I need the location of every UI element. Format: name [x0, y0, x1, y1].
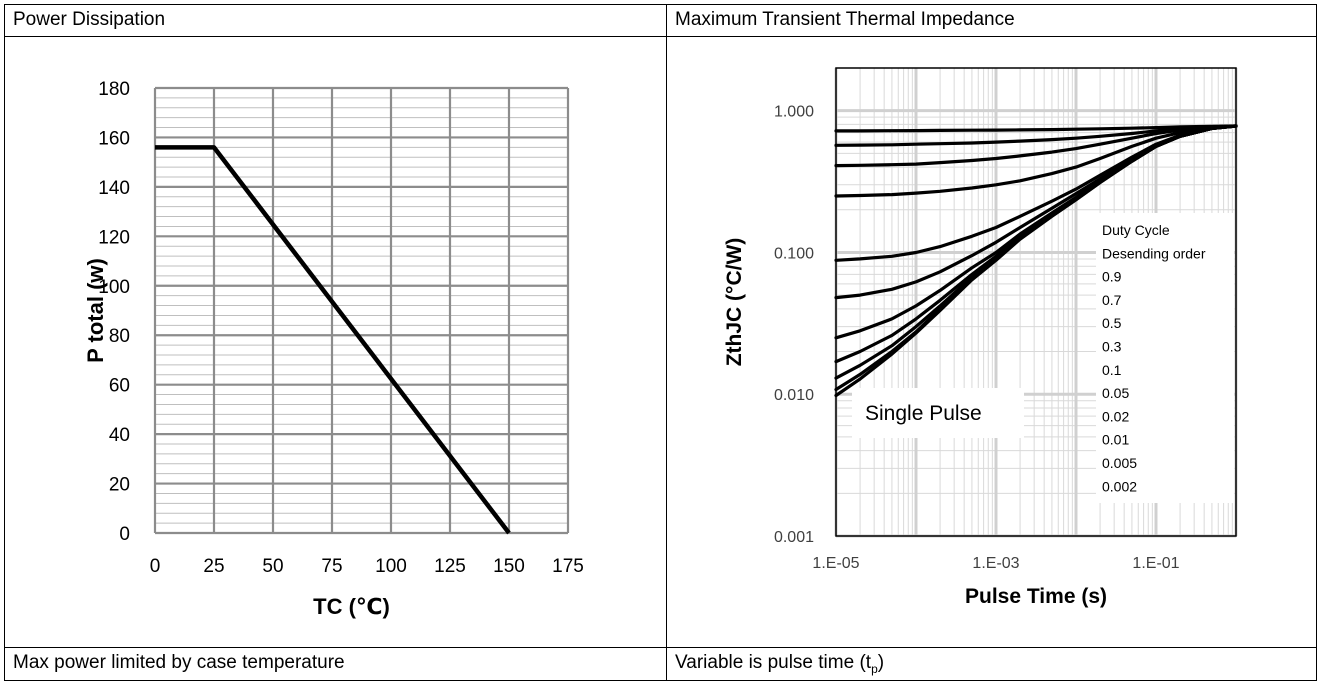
y-tick-label: 20 [109, 475, 130, 496]
legend-line: Desending order [1102, 245, 1206, 261]
x-tick-label: 25 [203, 556, 224, 577]
y-tick-label: 0 [119, 524, 130, 545]
plot-frame [835, 67, 1237, 537]
right-footer-prefix: Variable is pulse time (t [675, 652, 872, 673]
legend-line: 0.005 [1102, 455, 1137, 471]
y-tick-label: 0.010 [774, 387, 814, 404]
x-axis-label: TC (℃) [313, 594, 390, 619]
legend-line: Duty Cycle [1102, 222, 1170, 238]
legend-box [1096, 213, 1234, 503]
right-footer-suffix: ) [877, 652, 885, 673]
y-tick-label: 1.000 [774, 104, 814, 121]
right-footer-sub: p [871, 661, 878, 676]
y-tick-label: 100 [98, 277, 130, 298]
right-header: Maximum Transient Thermal Impedance [675, 9, 1015, 30]
y-tick-label: 180 [98, 79, 130, 100]
x-tick-label: 0 [150, 556, 161, 577]
legend-line: 0.01 [1102, 432, 1129, 448]
legend-line: 0.7 [1102, 292, 1122, 308]
x-tick-label: 1.E-05 [812, 555, 859, 572]
duty-cycle-curve-single-pulse [834, 124, 1238, 398]
x-tick-label: 1.E-03 [972, 555, 1019, 572]
y-tick-label: 120 [98, 227, 130, 248]
y-axis-label: P total (w) [83, 258, 108, 363]
legend-line: 0.3 [1102, 339, 1122, 355]
y-tick-label: 0.001 [774, 529, 814, 546]
y-axis-label: ZthJC (°C/W) [723, 238, 746, 367]
duty-cycle-curve-0.9 [834, 124, 1238, 133]
duty-cycle-curve-0.5 [834, 124, 1238, 168]
power-derating-line [155, 145, 511, 535]
x-tick-label: 75 [321, 556, 342, 577]
x-tick-label: 125 [434, 556, 466, 577]
left-footer: Max power limited by case temperature [13, 652, 345, 673]
legend-line: 0.002 [1102, 478, 1137, 494]
x-tick-label: 1.E-01 [1132, 555, 1179, 572]
duty-cycle-curve-0.3 [834, 124, 1238, 198]
legend-line: 0.9 [1102, 269, 1122, 285]
y-tick-label: 140 [98, 178, 130, 199]
x-tick-label: 175 [552, 556, 584, 577]
y-tick-label: 160 [98, 128, 130, 149]
spec-table: Power Dissipation Maximum Transient Ther… [4, 4, 1317, 681]
annotation-box [852, 388, 1024, 438]
left-header: Power Dissipation [13, 9, 166, 30]
x-axis-label: Pulse Time (s) [965, 585, 1107, 608]
x-tick-label: 50 [262, 556, 283, 577]
legend-line: 0.02 [1102, 408, 1129, 424]
y-tick-label: 40 [109, 425, 130, 446]
legend-line: 0.05 [1102, 385, 1129, 401]
duty-cycle-curve-0.7 [834, 124, 1238, 147]
x-tick-label: 100 [375, 556, 407, 577]
y-tick-label: 0.100 [774, 245, 814, 262]
legend-line: 0.1 [1102, 362, 1122, 378]
single-pulse-label: Single Pulse [865, 402, 982, 425]
right-footer-cell: Variable is pulse time (tp) [666, 647, 1317, 681]
legend-line: 0.5 [1102, 315, 1122, 331]
y-tick-label: 80 [109, 326, 130, 347]
x-tick-label: 150 [493, 556, 525, 577]
y-tick-label: 60 [109, 376, 130, 397]
